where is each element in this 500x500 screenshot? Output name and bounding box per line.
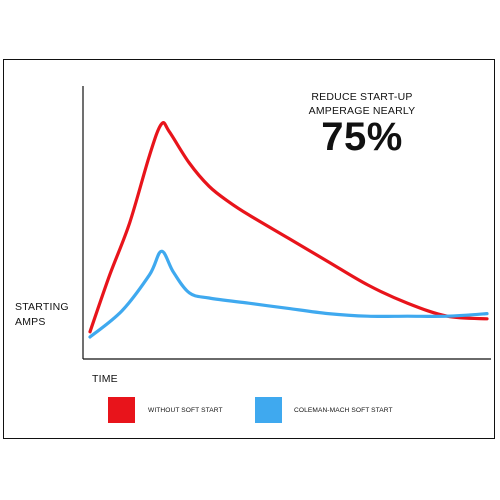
series-line-without-soft-start xyxy=(88,121,489,334)
legend-swatch-coleman-mach-soft-start xyxy=(255,397,282,423)
annotation-line-2: AMPERAGE NEARLY xyxy=(308,105,416,117)
y-axis-label-line-2: AMPS xyxy=(15,316,46,328)
y-axis-label-line-1: STARTING xyxy=(15,301,69,313)
annotation-highlight: 75% xyxy=(321,115,403,159)
series-line-coleman-mach-soft-start xyxy=(88,249,489,339)
chart-frame xyxy=(3,59,495,439)
series-layer xyxy=(88,121,489,339)
legend-label-coleman-mach-soft-start: COLEMAN-MACH SOFT START xyxy=(294,407,393,414)
x-axis-label: TIME xyxy=(92,373,118,385)
legend-label-without-soft-start: WITHOUT SOFT START xyxy=(148,407,223,414)
annotation-line-1: REDUCE START-UP xyxy=(311,91,413,103)
legend-swatch-without-soft-start xyxy=(108,397,135,423)
